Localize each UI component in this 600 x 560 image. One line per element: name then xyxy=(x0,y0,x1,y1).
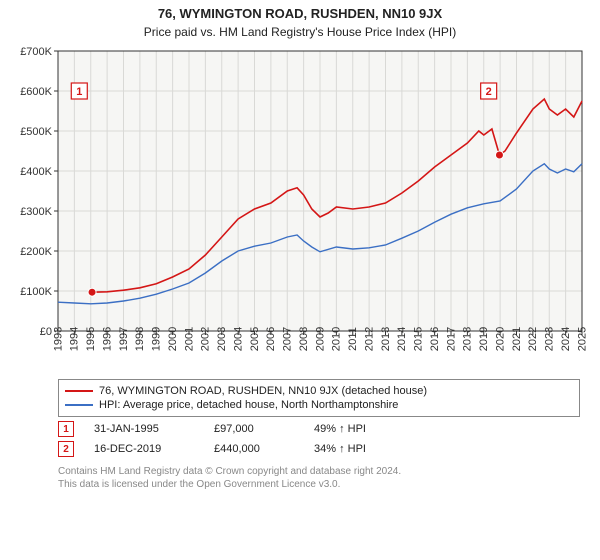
svg-text:2017: 2017 xyxy=(445,327,457,351)
sale-date: 16-DEC-2019 xyxy=(94,443,194,455)
svg-text:2022: 2022 xyxy=(527,327,539,351)
sale-delta: 34% ↑ HPI xyxy=(314,443,366,455)
footer-line: This data is licensed under the Open Gov… xyxy=(58,478,580,491)
legend-item: 76, WYMINGTON ROAD, RUSHDEN, NN10 9JX (d… xyxy=(65,384,573,398)
legend-item: HPI: Average price, detached house, Nort… xyxy=(65,398,573,412)
svg-text:2005: 2005 xyxy=(249,327,261,351)
svg-text:£700K: £700K xyxy=(20,46,52,58)
svg-text:£600K: £600K xyxy=(20,86,52,98)
svg-text:£500K: £500K xyxy=(20,126,52,138)
svg-text:1998: 1998 xyxy=(134,327,146,351)
svg-text:1994: 1994 xyxy=(69,327,81,351)
legend-swatch xyxy=(65,404,93,406)
chart-container: 76, WYMINGTON ROAD, RUSHDEN, NN10 9JX Pr… xyxy=(0,0,600,560)
svg-text:2000: 2000 xyxy=(167,327,179,351)
chart-area: £0 £100K £200K £300K £400K £500K £600K £700K 199… xyxy=(10,43,590,373)
svg-text:2012: 2012 xyxy=(363,327,375,351)
svg-text:2018: 2018 xyxy=(462,327,474,351)
footer-line: Contains HM Land Registry data © Crown c… xyxy=(58,465,580,478)
page-title: 76, WYMINGTON ROAD, RUSHDEN, NN10 9JX xyxy=(0,0,600,21)
svg-text:1996: 1996 xyxy=(101,327,113,351)
line-chart-svg: £0 £100K £200K £300K £400K £500K £600K £700K 199… xyxy=(10,43,590,373)
svg-text:1: 1 xyxy=(76,86,82,98)
svg-text:2020: 2020 xyxy=(494,327,506,351)
sale-delta: 49% ↑ HPI xyxy=(314,423,366,435)
svg-text:2004: 2004 xyxy=(232,327,244,351)
svg-text:2013: 2013 xyxy=(380,327,392,351)
svg-text:2024: 2024 xyxy=(560,327,572,351)
svg-text:£400K: £400K xyxy=(20,166,52,178)
svg-text:2015: 2015 xyxy=(413,327,425,351)
svg-text:2007: 2007 xyxy=(282,327,294,351)
svg-text:2008: 2008 xyxy=(298,327,310,351)
legend-swatch xyxy=(65,390,93,392)
svg-text:1999: 1999 xyxy=(151,327,163,351)
sale-marker: 2 xyxy=(58,441,74,457)
legend: 76, WYMINGTON ROAD, RUSHDEN, NN10 9JX (d… xyxy=(58,379,580,417)
svg-text:2: 2 xyxy=(486,86,492,98)
svg-text:2001: 2001 xyxy=(183,327,195,351)
svg-text:2019: 2019 xyxy=(478,327,490,351)
svg-text:£0: £0 xyxy=(40,326,52,338)
svg-text:2009: 2009 xyxy=(314,327,326,351)
svg-text:2023: 2023 xyxy=(544,327,556,351)
sale-row: 1 31-JAN-1995 £97,000 49% ↑ HPI xyxy=(58,421,580,437)
svg-text:£300K: £300K xyxy=(20,206,52,218)
svg-text:2021: 2021 xyxy=(511,327,523,351)
svg-text:2002: 2002 xyxy=(200,327,212,351)
page-subtitle: Price paid vs. HM Land Registry's House … xyxy=(0,21,600,43)
sale-price: £97,000 xyxy=(214,423,294,435)
svg-text:£200K: £200K xyxy=(20,246,52,258)
sale-marker: 1 xyxy=(58,421,74,437)
svg-text:2006: 2006 xyxy=(265,327,277,351)
svg-text:2014: 2014 xyxy=(396,327,408,351)
svg-text:2010: 2010 xyxy=(331,327,343,351)
sale-date: 31-JAN-1995 xyxy=(94,423,194,435)
svg-text:2003: 2003 xyxy=(216,327,228,351)
legend-label: 76, WYMINGTON ROAD, RUSHDEN, NN10 9JX (d… xyxy=(99,385,427,397)
svg-text:£100K: £100K xyxy=(20,286,52,298)
svg-text:2016: 2016 xyxy=(429,327,441,351)
sale-price: £440,000 xyxy=(214,443,294,455)
footer-attribution: Contains HM Land Registry data © Crown c… xyxy=(58,465,580,491)
svg-text:1995: 1995 xyxy=(85,327,97,351)
svg-text:1997: 1997 xyxy=(118,327,130,351)
sale-row: 2 16-DEC-2019 £440,000 34% ↑ HPI xyxy=(58,441,580,457)
legend-label: HPI: Average price, detached house, Nort… xyxy=(99,399,398,411)
